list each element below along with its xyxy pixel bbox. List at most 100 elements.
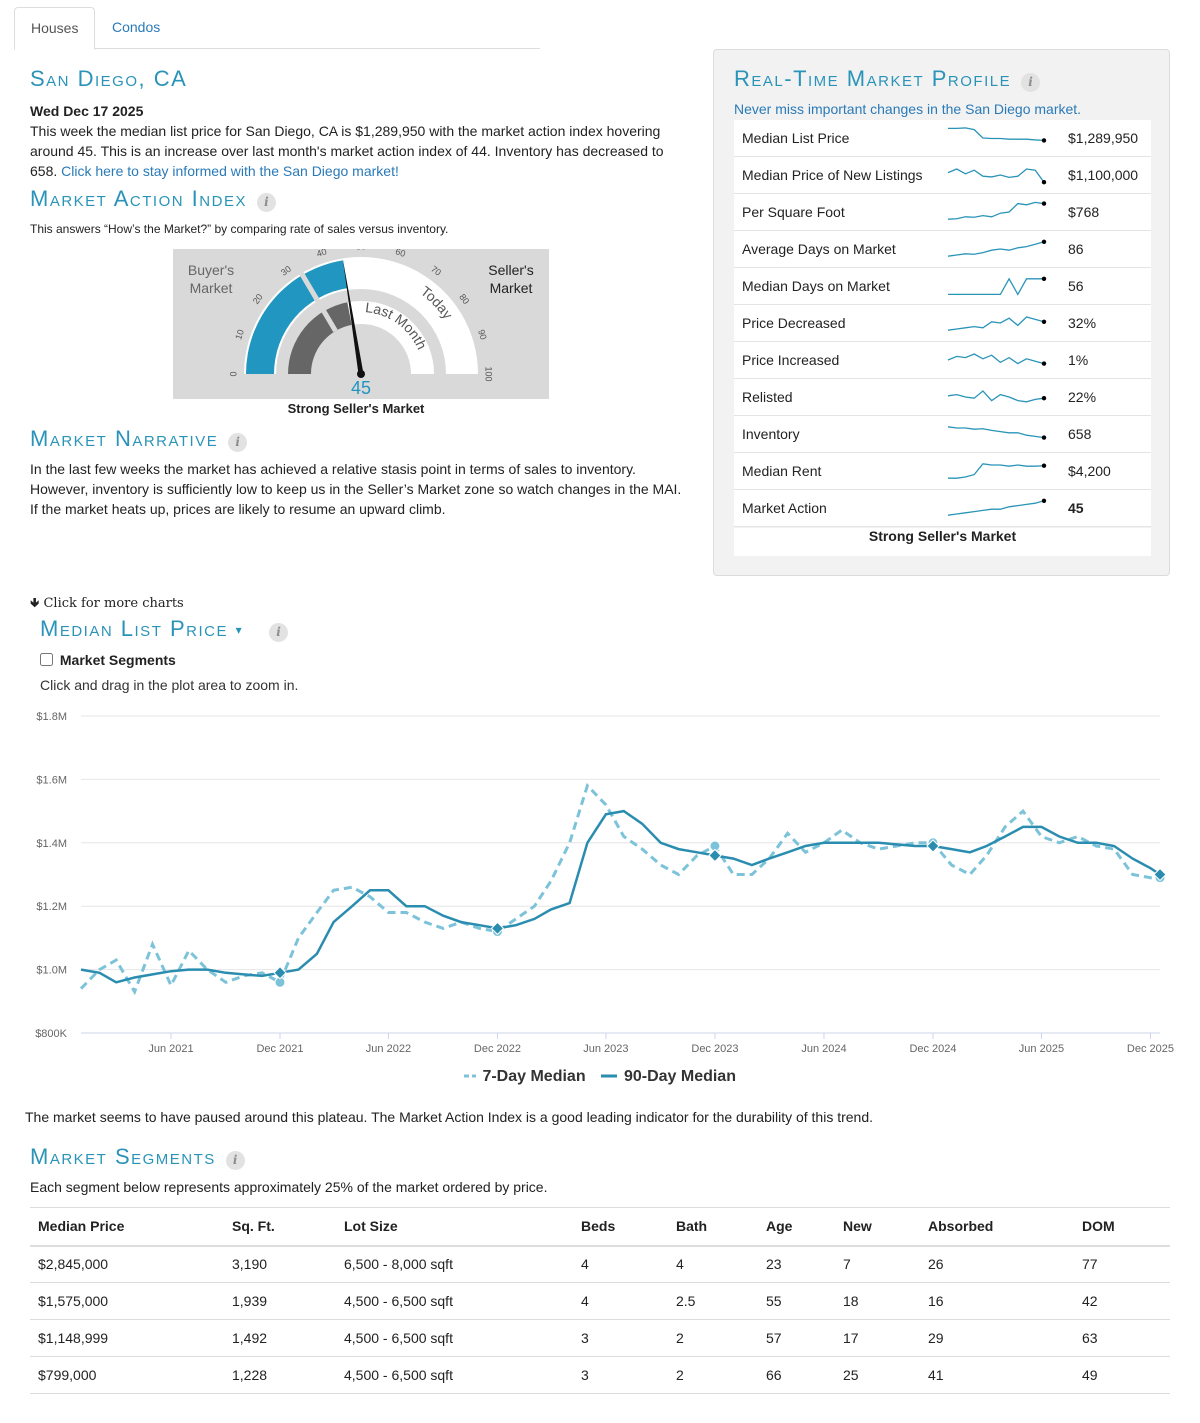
- gauge-tick-label: 50: [356, 249, 366, 251]
- segments-header-row: Median Price Sq. Ft. Lot Size Beds Bath Age Ne…: [30, 1207, 1170, 1247]
- profile-row: Average Days on Market 86: [734, 231, 1151, 268]
- profile-row: Price Decreased 32%: [734, 305, 1151, 342]
- sparkline-path: [947, 353, 1045, 365]
- x-tick-label: Dec 2022: [474, 1043, 521, 1055]
- y-tick-label: $1.4M: [36, 838, 67, 850]
- profile-header: Real-Time Market Profile i: [734, 66, 1040, 92]
- profile-row: Median Rent $4,200: [734, 453, 1151, 490]
- profile-row-value: $1,289,950: [1068, 130, 1139, 146]
- table-cell: 4,500 - 6,500 sqft: [336, 1319, 573, 1357]
- table-cell: 42: [1074, 1282, 1170, 1320]
- table-row: $2,845,000 3,190 6,500 - 8,000 sqft 4 4 23 7 26…: [30, 1245, 1170, 1283]
- profile-row-value: 1%: [1068, 352, 1089, 368]
- y-tick-label: $1.8M: [36, 711, 67, 723]
- table-cell: 1,228: [224, 1356, 336, 1394]
- buyers-label-line1: Buyer's: [187, 262, 235, 278]
- market-segments-checkbox-label[interactable]: Market Segments: [40, 652, 176, 668]
- table-cell: $2,845,000: [30, 1245, 224, 1283]
- legend-item-7day[interactable]: 7-Day Median: [464, 1068, 586, 1086]
- x-tick-label: Jun 2023: [583, 1043, 628, 1055]
- tab-condos[interactable]: Condos: [112, 19, 161, 35]
- profile-row-value: 56: [1068, 278, 1084, 294]
- sparkline-endpoint: [1041, 319, 1047, 324]
- median-list-price-chart[interactable]: $800K $1.0M $1.2M $1.4M $1.6M $1.8M Jun 2021 De…: [0, 700, 1200, 1100]
- table-cell: 6,500 - 8,000 sqft: [336, 1245, 573, 1283]
- segments-table: Median Price Sq. Ft. Lot Size Beds Bath Age Ne…: [30, 1207, 1170, 1394]
- segments-title: Market Segments: [30, 1144, 216, 1169]
- table-cell: 4,500 - 6,500 sqft: [336, 1356, 573, 1394]
- info-icon[interactable]: i: [225, 1150, 245, 1170]
- chart-header: Median List Price ▾ i: [40, 616, 289, 642]
- buyers-market-label: Buyer's Market: [186, 261, 236, 297]
- sparkline: [947, 168, 1047, 185]
- table-cell: 66: [758, 1356, 835, 1394]
- profile-row: Median Days on Market 56: [734, 268, 1151, 305]
- mai-caption: Strong Seller's Market: [287, 401, 425, 416]
- sparkline-path: [948, 127, 1045, 142]
- table-cell: 4: [573, 1245, 668, 1283]
- table-row: $799,000 1,228 4,500 - 6,500 sqft 3 2 66 25 41 4…: [30, 1356, 1170, 1394]
- gauge-tick-label: 90: [476, 328, 489, 341]
- series-marker: [926, 839, 940, 853]
- gauge-tick-label: 60: [394, 249, 407, 259]
- sparkline-endpoint: [1041, 435, 1047, 440]
- profile-caption: Strong Seller's Market: [868, 528, 1017, 544]
- chart-legend: 7-Day Median 90-Day Median: [0, 1068, 1200, 1086]
- profile-row: Per Square Foot $768: [734, 194, 1151, 231]
- profile-row-value: 22%: [1068, 389, 1097, 405]
- table-cell: 41: [920, 1356, 1074, 1394]
- x-tick-label: Dec 2024: [909, 1043, 956, 1055]
- segments-column-header: Lot Size: [336, 1207, 573, 1247]
- mai-gauge: 0102030405060708090100Last MonthToday45 …: [173, 241, 549, 399]
- market-segments-checkbox[interactable]: [40, 653, 53, 666]
- sparkline: [947, 498, 1047, 516]
- more-charts-toggle[interactable]: 🢃 Click for more charts: [30, 594, 184, 616]
- sparkline-path: [948, 463, 1045, 479]
- gauge-needle-pivot: [357, 370, 365, 378]
- tab-houses[interactable]: Houses: [14, 7, 96, 50]
- chart-title-dropdown[interactable]: Median List Price ▾: [40, 616, 243, 642]
- y-tick-label: $1.0M: [36, 965, 67, 977]
- sparkline: [948, 463, 1047, 479]
- market-profile-panel: Real-Time Market Profile i Never miss im…: [713, 49, 1170, 576]
- gauge-last-month-fill: [288, 302, 352, 374]
- sparkline: [947, 316, 1047, 331]
- profile-row-label: Inventory: [742, 426, 800, 442]
- profile-row: Price Increased 1%: [734, 342, 1151, 379]
- gauge-tick-label: 0: [228, 371, 238, 376]
- info-icon[interactable]: i: [228, 432, 248, 452]
- segments-column-header: Beds: [573, 1207, 668, 1247]
- sparkline: [947, 353, 1047, 366]
- info-icon[interactable]: i: [256, 192, 276, 212]
- stay-informed-link[interactable]: Click here to stay informed with the San…: [61, 163, 399, 179]
- profile-row-value: $4,200: [1068, 463, 1111, 479]
- sparkline: [948, 276, 1047, 296]
- info-icon[interactable]: i: [269, 622, 289, 642]
- gauge-tick-label: 30: [279, 264, 293, 278]
- legend-7day-swatch: [464, 1074, 476, 1078]
- summary-date: Wed Dec 17 2025: [30, 103, 144, 119]
- sparkline-endpoint: [1041, 180, 1047, 185]
- table-cell: 4: [668, 1245, 758, 1283]
- x-tick-label: Jun 2024: [801, 1043, 846, 1055]
- info-icon[interactable]: i: [1020, 72, 1040, 92]
- sparkline-path: [947, 500, 1045, 516]
- profile-title: Real-Time Market Profile: [734, 66, 1012, 91]
- gauge-needle: [342, 258, 364, 375]
- sparkline-path: [947, 390, 1045, 403]
- mai-title: Market Action Index: [30, 186, 247, 211]
- gauge-tick-label: 20: [251, 292, 265, 306]
- table-cell: 7: [835, 1245, 920, 1283]
- table-cell: 1,492: [224, 1319, 336, 1357]
- legend-7day-label: 7-Day Median: [482, 1068, 586, 1085]
- series-marker: [490, 921, 505, 936]
- profile-row-label: Relisted: [742, 389, 793, 405]
- profile-row: Median Price of New Listings $1,100,000: [734, 157, 1151, 194]
- legend-90day-label: 90-Day Median: [623, 1068, 736, 1085]
- legend-item-90day[interactable]: 90-Day Median: [601, 1068, 736, 1086]
- narrative-title: Market Narrative: [30, 426, 219, 451]
- x-tick-label: Jun 2021: [148, 1043, 193, 1055]
- table-cell: 63: [1074, 1319, 1170, 1357]
- profile-caption-box: Strong Seller's Market: [734, 528, 1151, 556]
